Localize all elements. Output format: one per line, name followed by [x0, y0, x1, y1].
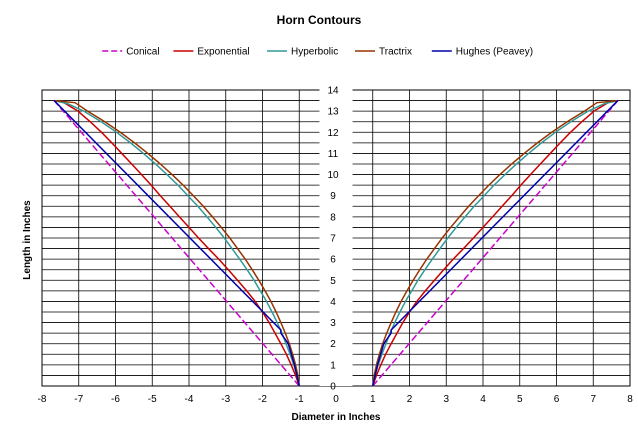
series-line-left-4 [53, 100, 300, 387]
x-tick-label: -7 [74, 394, 83, 405]
legend: Conical Exponential Hyperbolic Tractrix Hugh… [102, 47, 533, 58]
legend-label-1: Exponential [197, 47, 249, 58]
y-tick-label: 5 [330, 276, 336, 287]
series-line-right-3 [372, 99, 618, 387]
x-tick-label: 6 [554, 394, 560, 405]
x-tick-label: 3 [443, 394, 449, 405]
x-tick-label: -3 [221, 394, 230, 405]
y-tick-label: 7 [330, 234, 336, 245]
legend-label-0: Conical [126, 47, 159, 58]
series-lines [53, 99, 619, 387]
y-tick-label: 6 [330, 255, 336, 266]
x-tick-label: -1 [295, 394, 304, 405]
y-tick-label: 2 [330, 339, 336, 350]
series-line-right-1 [372, 99, 619, 387]
x-tick-label: -2 [258, 394, 267, 405]
chart-title: Horn Contours [277, 13, 362, 27]
y-tick-label: 3 [330, 318, 336, 329]
y-tick-label: 12 [327, 128, 339, 139]
x-tick-label: 5 [517, 394, 523, 405]
x-axis-label: Diameter in Inches [292, 412, 381, 423]
y-tick-label: 1 [330, 360, 336, 371]
x-tick-label: -6 [111, 394, 120, 405]
y-tick-label: 13 [327, 107, 339, 118]
x-tick-label: -8 [38, 394, 47, 405]
y-tick-label: 8 [330, 212, 336, 223]
x-tick-label: 2 [407, 394, 413, 405]
x-tick-label: 8 [627, 394, 633, 405]
y-tick-label: 11 [328, 149, 339, 160]
center-axis-band [319, 89, 353, 386]
series-line-left-1 [53, 99, 300, 387]
gridlines [41, 89, 631, 387]
series-line-left-0 [53, 100, 300, 387]
x-tick-label: 0 [333, 394, 339, 405]
series-line-right-4 [372, 100, 619, 387]
series-line-left-3 [54, 99, 300, 387]
x-tick-label: -5 [148, 394, 157, 405]
y-axis-label: Length in Inches [22, 200, 33, 280]
legend-label-2: Hyperbolic [291, 47, 338, 58]
legend-label-4: Hughes (Peavey) [456, 47, 533, 58]
x-tick-label: -4 [185, 394, 194, 405]
y-tick-label: 4 [330, 297, 336, 308]
x-tick-label: 7 [590, 394, 596, 405]
y-tick-label: 10 [327, 170, 339, 181]
y-tick-label: 14 [327, 86, 339, 97]
x-tick-labels: -8 -7 -6 -5 -4 -3 -2 -1 0 1 2 3 4 5 6 7 8 [38, 394, 634, 405]
x-tick-label: 1 [370, 394, 376, 405]
y-tick-label: 0 [330, 382, 336, 393]
y-tick-label: 9 [330, 191, 336, 202]
legend-label-3: Tractrix [379, 47, 412, 58]
series-line-right-0 [372, 100, 619, 387]
x-tick-label: 4 [480, 394, 486, 405]
